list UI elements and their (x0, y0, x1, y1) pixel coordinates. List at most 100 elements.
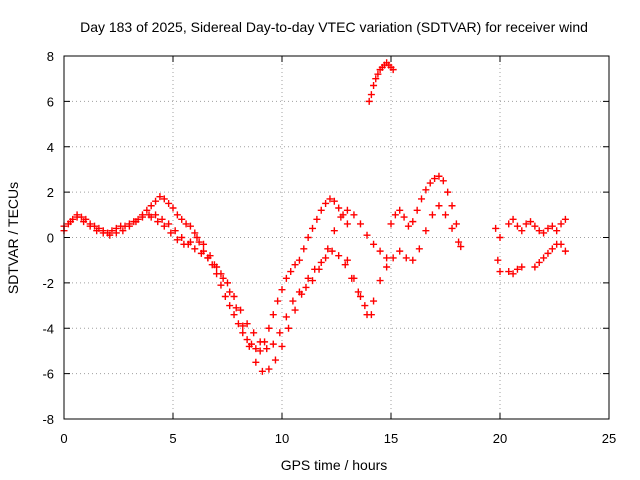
data-point (156, 193, 164, 201)
data-point (367, 91, 375, 99)
data-point (389, 254, 397, 262)
data-point (304, 274, 312, 282)
data-point (374, 70, 382, 78)
data-point (221, 292, 229, 300)
chart-title: Day 183 of 2025, Sidereal Day-to-day VTE… (80, 19, 588, 35)
y-tick-labels: -8 -6 -4 -2 0 2 4 6 8 (42, 49, 54, 427)
data-point (341, 261, 349, 269)
data-point (365, 97, 373, 105)
data-point (191, 229, 199, 237)
data-point (165, 220, 173, 228)
data-point (152, 197, 160, 205)
data-point (455, 238, 463, 246)
data-point (309, 277, 317, 285)
data-point (182, 220, 190, 228)
data-point (217, 281, 225, 289)
data-point (224, 279, 231, 287)
data-point (518, 227, 526, 235)
data-point (245, 342, 253, 350)
data-point (548, 245, 556, 253)
data-point (132, 218, 140, 226)
data-point (317, 206, 325, 214)
data-point (448, 202, 456, 210)
data-point (285, 324, 293, 332)
series-track-g (492, 215, 569, 276)
data-point (396, 247, 404, 255)
data-point (147, 213, 155, 221)
series-track-f (343, 202, 463, 319)
data-point (363, 311, 371, 319)
y-tick-label: 6 (47, 94, 54, 109)
x-tick-label: 25 (602, 431, 616, 446)
data-point (540, 229, 548, 237)
data-point (234, 320, 242, 328)
data-point (160, 195, 168, 203)
x-tick-label: 0 (60, 431, 67, 446)
data-point (335, 204, 343, 212)
data-point (513, 265, 521, 273)
data-point (112, 229, 120, 237)
data-point (492, 224, 500, 232)
data-point (356, 220, 364, 228)
x-tick-label: 20 (493, 431, 507, 446)
x-tick-labels: 0 5 10 15 20 25 (60, 431, 616, 446)
data-point (276, 329, 284, 337)
y-tick-label: -2 (42, 276, 54, 291)
data-point (271, 356, 279, 364)
data-point (152, 211, 160, 219)
data-point (509, 270, 517, 278)
data-point (195, 238, 203, 246)
y-tick-label: 2 (47, 185, 54, 200)
x-axis-label: GPS time / hours (281, 457, 388, 473)
data-point (496, 234, 504, 241)
data-point (561, 215, 569, 223)
data-point (505, 220, 513, 228)
data-point (173, 211, 181, 219)
data-point (361, 302, 369, 310)
data-point (269, 340, 277, 348)
data-point (287, 268, 295, 276)
data-point (73, 213, 81, 221)
data-point (330, 227, 338, 235)
data-point (125, 222, 133, 230)
data-point (354, 288, 362, 296)
data-point (147, 202, 155, 210)
data-point (263, 345, 271, 353)
data-point (518, 263, 526, 271)
data-point (335, 252, 343, 260)
data-point (186, 222, 194, 230)
data-point (396, 206, 404, 214)
data-point (363, 231, 371, 239)
data-point (343, 220, 351, 228)
x-tick-label: 5 (169, 431, 176, 446)
data-point (343, 206, 351, 214)
data-point (158, 215, 166, 223)
data-point (178, 234, 186, 241)
data-point (370, 297, 378, 305)
y-tick-label: -8 (42, 412, 54, 427)
data-point (415, 245, 423, 253)
data-point (324, 245, 332, 253)
data-point (230, 292, 238, 300)
y-tick-label: -4 (42, 321, 54, 336)
data-point (256, 347, 264, 355)
y-tick-label: 8 (47, 49, 54, 64)
data-point (439, 177, 447, 185)
data-point (426, 179, 434, 187)
data-point (376, 247, 384, 255)
y-tick-label: 0 (47, 231, 54, 246)
data-point (376, 277, 384, 285)
data-point (119, 227, 127, 235)
data-point (350, 274, 358, 282)
data-point (531, 222, 539, 230)
data-point (298, 290, 306, 298)
data-point (383, 263, 391, 271)
data-point (108, 227, 116, 235)
data-point (226, 288, 234, 296)
data-point (291, 261, 299, 269)
data-point (171, 227, 179, 235)
data-point (278, 342, 286, 350)
series-track-c (147, 206, 391, 375)
data-point (370, 81, 378, 89)
